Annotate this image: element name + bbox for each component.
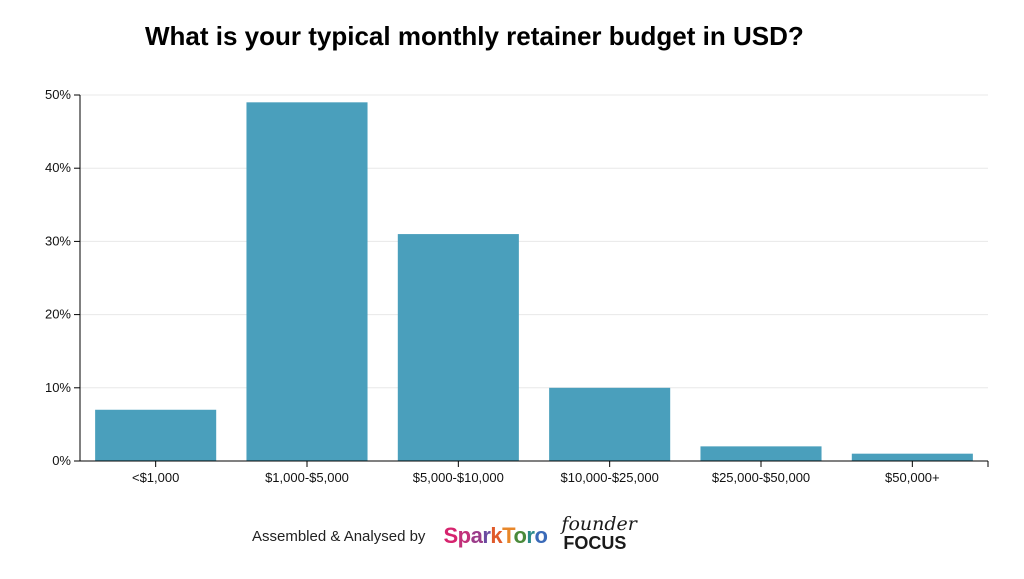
bar: [700, 446, 822, 461]
x-tick-label: $50,000+: [885, 470, 940, 485]
bar: [549, 387, 671, 461]
footer: Assembled & Analysed by SparkToro founde…: [252, 513, 639, 557]
bar: [95, 409, 217, 461]
gridlines: [80, 94, 988, 389]
footer-credit-text: Assembled & Analysed by: [252, 527, 426, 545]
founder-focus-logo: founder FOCUS: [559, 513, 639, 557]
y-tick-label: 0%: [52, 453, 71, 468]
y-tick-label: 40%: [45, 160, 71, 175]
axes: 0% 10% 20% 30% 40% 50% <$1,000 $1,000-$5,000 $5,…: [45, 87, 989, 485]
bar: [851, 453, 973, 461]
x-tick-label: $5,000-$10,000: [413, 470, 504, 485]
x-tick-label: $25,000-$50,000: [712, 470, 810, 485]
founder-logo-bottom: FOCUS: [563, 533, 627, 553]
x-tick-label: $1,000-$5,000: [265, 470, 349, 485]
chart-title: What is your typical monthly retainer bu…: [145, 21, 804, 51]
bar: [397, 234, 519, 461]
sparktoro-logo: SparkToro: [443, 523, 548, 548]
y-tick-label: 50%: [45, 87, 71, 102]
x-tick-label: $10,000-$25,000: [561, 470, 659, 485]
x-tick-label: <$1,000: [132, 470, 179, 485]
y-tick-label: 10%: [45, 380, 71, 395]
founder-logo-top: founder: [561, 513, 637, 535]
bar: [246, 102, 368, 461]
bars: [95, 102, 973, 461]
y-tick-label: 20%: [45, 307, 71, 322]
y-tick-label: 30%: [45, 233, 71, 248]
